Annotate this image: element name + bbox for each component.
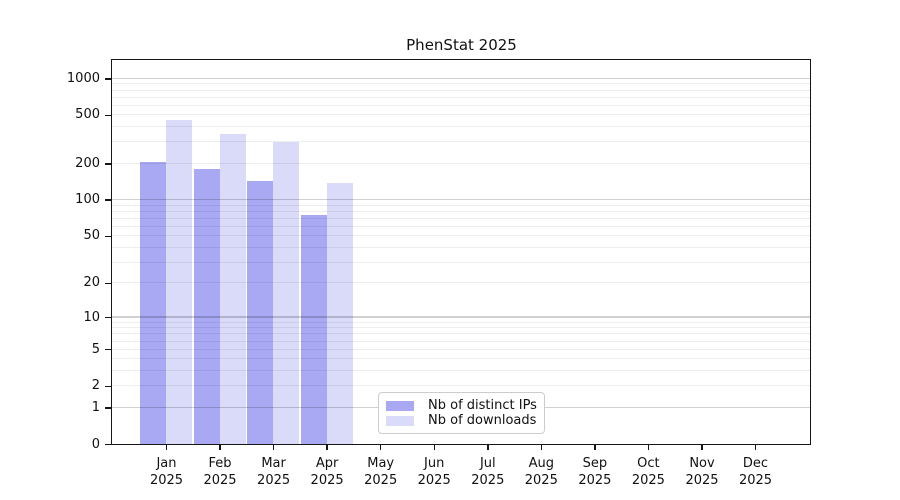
y-tick-label-5: 5 (91, 341, 100, 357)
x-tick-sep (594, 444, 596, 450)
bar-nb-of-downloads-feb (219, 133, 246, 444)
legend-label-distinct-ips: Nb of distinct IPs (428, 398, 537, 413)
x-tick-label-feb: Feb 2025 (203, 456, 237, 488)
minor-gridline-2 (112, 385, 810, 387)
y-tick-20 (105, 282, 111, 285)
minor-gridline-300 (112, 141, 810, 143)
legend-swatch-distinct-ips (386, 400, 414, 411)
x-tick-feb (219, 444, 221, 450)
y-tick-500 (105, 114, 111, 117)
y-tick-label-1: 1 (91, 399, 100, 415)
y-tick-50 (105, 235, 111, 238)
x-tick-mar (272, 444, 275, 450)
bar-nb-of-distinct-ips-mar (247, 181, 274, 444)
minor-gridline-400 (112, 126, 810, 128)
x-tick-may (379, 444, 382, 450)
x-tick-label-jan: Jan 2025 (149, 456, 184, 488)
legend-swatch-downloads (386, 415, 414, 426)
minor-gridline-90 (112, 204, 810, 206)
y-tick-1 (105, 407, 111, 409)
minor-gridline-8 (112, 327, 810, 329)
minor-gridline-20 (112, 282, 810, 284)
bar-nb-of-downloads-mar (273, 141, 300, 444)
y-tick-label-200: 200 (75, 155, 100, 171)
legend: Nb of distinct IPs Nb of downloads (378, 392, 545, 434)
x-tick-label-jun: Jun 2025 (417, 456, 451, 488)
y-tick-5 (105, 348, 111, 351)
grid-layer (112, 60, 810, 444)
x-tick-nov (701, 444, 703, 450)
x-tick-label-mar: Mar 2025 (257, 456, 291, 488)
y-tick-label-500: 500 (75, 107, 100, 123)
y-tick-label-100: 100 (75, 192, 100, 208)
x-tick-dec (754, 444, 757, 450)
bars-layer (112, 60, 810, 444)
x-tick-label-jul: Jul 2025 (471, 456, 505, 488)
minor-gridline-800 (112, 89, 810, 91)
minor-gridline-5 (112, 348, 810, 350)
x-tick-apr (326, 444, 328, 450)
y-tick-1000 (105, 78, 111, 80)
minor-gridline-70 (112, 217, 810, 219)
minor-gridline-200 (112, 162, 810, 164)
minor-gridline-50 (112, 235, 810, 237)
bar-nb-of-downloads-jan (166, 119, 192, 444)
y-tick-label-2: 2 (91, 378, 100, 394)
legend-item-downloads: Nb of downloads (386, 413, 544, 428)
minor-gridline-900 (112, 83, 810, 85)
minor-gridline-3 (112, 370, 810, 372)
minor-gridline-40 (112, 246, 810, 248)
x-tick-label-dec: Dec 2025 (738, 456, 773, 488)
x-tick-jun (433, 444, 435, 450)
minor-gridline-7 (112, 333, 810, 335)
y-tick-label-1000: 1000 (66, 70, 100, 86)
y-tick-0 (105, 443, 111, 446)
legend-label-downloads: Nb of downloads (428, 413, 537, 428)
y-tick-10 (105, 316, 111, 319)
y-tick-2 (105, 385, 111, 388)
bar-nb-of-downloads-apr (326, 183, 353, 444)
y-tick-label-50: 50 (83, 228, 100, 244)
plot-area (111, 59, 811, 445)
minor-gridline-700 (112, 96, 810, 98)
chart-title: PhenStat 2025 (406, 36, 517, 54)
y-tick-label-20: 20 (83, 275, 100, 291)
x-tick-label-oct: Oct 2025 (631, 456, 665, 488)
major-gridline-10 (112, 316, 810, 318)
minor-gridline-4 (112, 358, 810, 360)
x-tick-label-may: May 2025 (364, 456, 398, 488)
y-tick-100 (105, 199, 111, 201)
y-tick-label-0: 0 (91, 436, 100, 452)
minor-gridline-6 (112, 340, 810, 342)
minor-gridline-30 (112, 261, 810, 263)
legend-item-distinct-ips: Nb of distinct IPs (386, 398, 544, 413)
bar-nb-of-distinct-ips-jan (140, 161, 166, 444)
x-tick-aug (540, 444, 543, 450)
x-tick-label-sep: Sep 2025 (578, 456, 612, 488)
x-tick-label-nov: Nov 2025 (685, 456, 719, 488)
bar-nb-of-distinct-ips-feb (193, 168, 220, 444)
bar-nb-of-distinct-ips-apr (300, 215, 327, 444)
major-gridline-1000 (112, 77, 810, 79)
x-tick-label-apr: Apr 2025 (310, 456, 344, 488)
x-tick-jan (165, 444, 168, 450)
major-gridline-100 (112, 198, 810, 201)
x-tick-oct (647, 444, 650, 450)
y-tick-200 (105, 163, 111, 165)
minor-gridline-600 (112, 104, 810, 106)
minor-gridline-60 (112, 225, 810, 227)
minor-gridline-9 (112, 321, 810, 323)
y-tick-label-10: 10 (83, 309, 100, 325)
minor-gridline-500 (112, 114, 810, 116)
x-tick-jul (487, 444, 489, 450)
minor-gridline-80 (112, 210, 810, 212)
x-tick-label-aug: Aug 2025 (524, 456, 558, 488)
